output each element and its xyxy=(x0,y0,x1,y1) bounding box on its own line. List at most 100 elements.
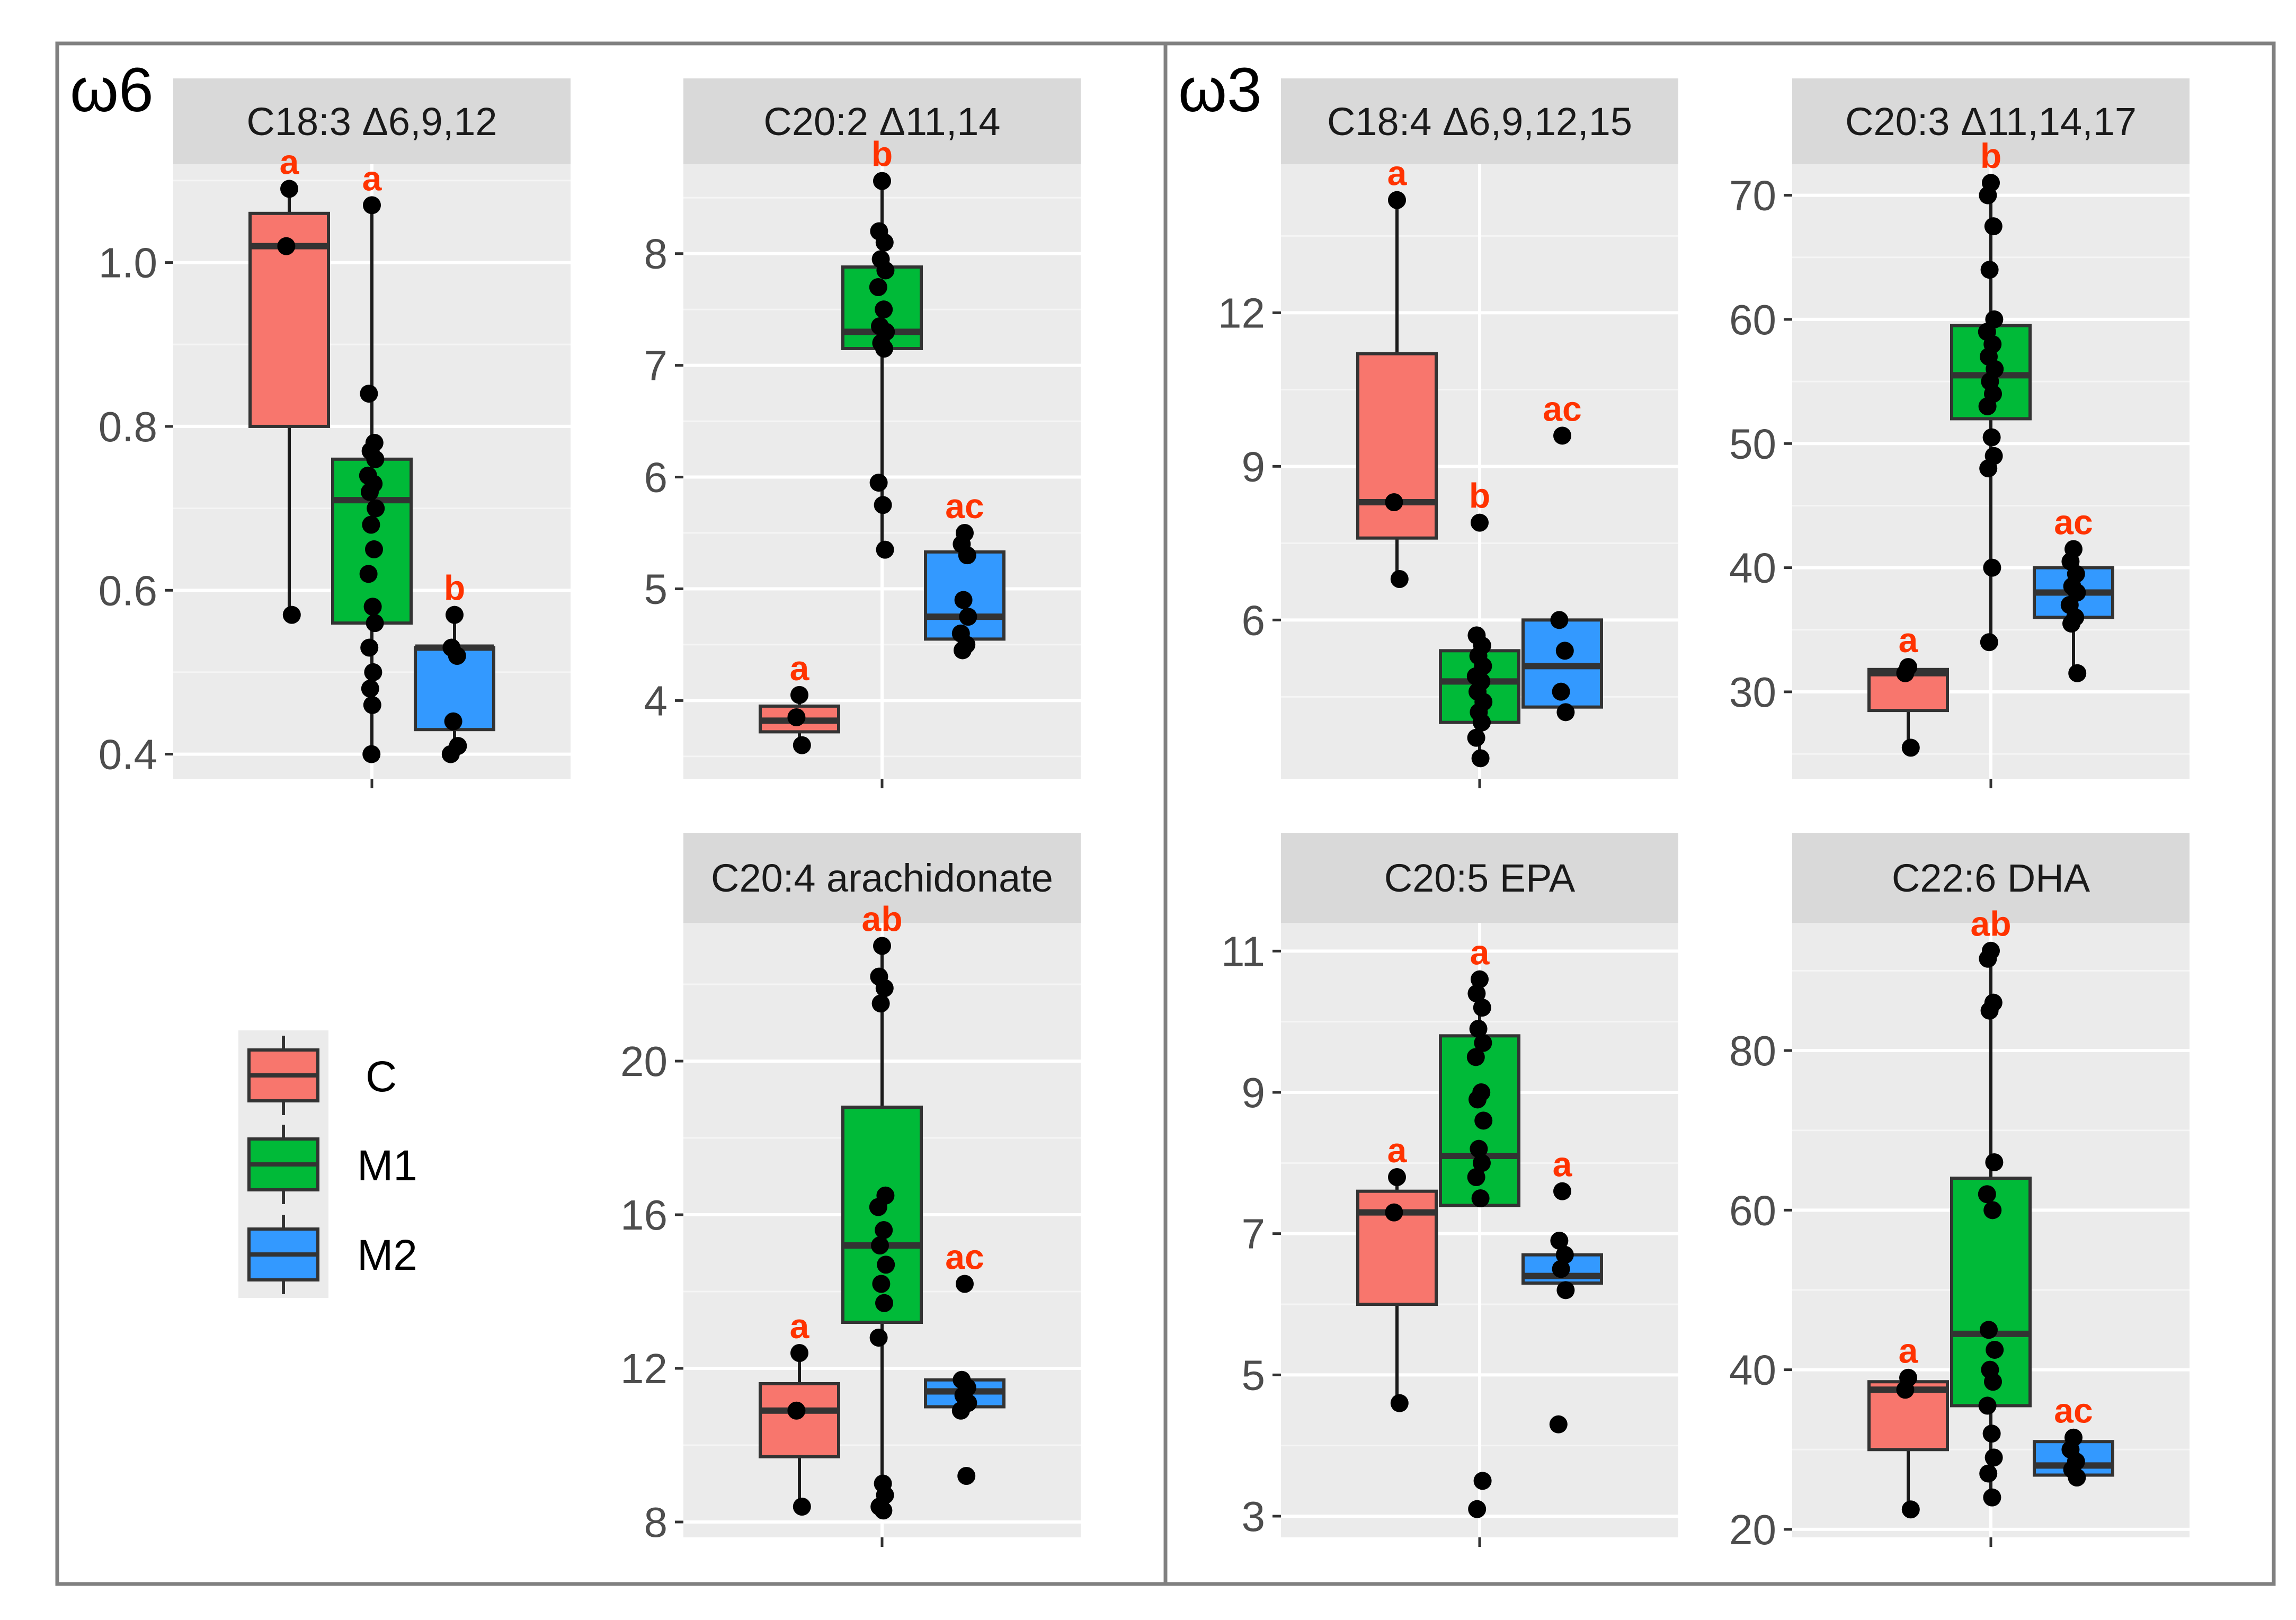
significance-letter: a xyxy=(790,648,810,688)
significance-letter: a xyxy=(1387,154,1408,193)
box-m2: ac xyxy=(924,1238,1005,1485)
facet-title: C20:5 EPA xyxy=(1384,856,1576,900)
y-tick-label: 40 xyxy=(1729,1347,1776,1394)
box-m1: b xyxy=(841,135,923,559)
data-point xyxy=(1468,1500,1487,1518)
data-point xyxy=(1467,984,1486,1003)
y-tick-label: 30 xyxy=(1729,669,1776,716)
data-point xyxy=(1388,191,1406,209)
legend: C M1 M2 xyxy=(238,1030,417,1298)
data-point xyxy=(954,641,972,660)
y-tick-label: 12 xyxy=(1218,289,1265,336)
facet-strip xyxy=(1281,833,1678,923)
data-point xyxy=(1985,1153,2004,1171)
significance-letter: a xyxy=(1553,1145,1573,1184)
box-m2: a xyxy=(1521,1145,1603,1434)
y-tick-label: 3 xyxy=(1242,1493,1266,1540)
data-point xyxy=(958,546,976,565)
box-m1: b xyxy=(1950,136,2032,652)
facet-panel-7: C22:6 DHA 20 40 60 80 a ab ac xyxy=(1729,833,2190,1553)
legend-label-m1: M1 xyxy=(357,1142,417,1190)
significance-letter: ac xyxy=(945,1238,984,1277)
significance-letter: b xyxy=(871,135,893,174)
data-point xyxy=(2068,1468,2086,1487)
box-m2: ac xyxy=(2033,1391,2114,1487)
data-point xyxy=(360,385,378,403)
facet-panel-6: C20:5 EPA 3 5 7 9 11 a a a xyxy=(1221,833,1678,1547)
facet-title: C20:3 Δ11,14,17 xyxy=(1845,100,2137,144)
data-point xyxy=(446,606,464,624)
data-point xyxy=(873,937,891,955)
data-point xyxy=(1469,1020,1488,1038)
y-tick-label: 40 xyxy=(1729,545,1776,592)
y-tick-label: 7 xyxy=(644,342,668,389)
data-point xyxy=(951,1401,970,1420)
data-point xyxy=(1555,642,1574,660)
data-point xyxy=(869,474,888,492)
data-point xyxy=(1556,1281,1575,1299)
data-point xyxy=(1901,738,1920,757)
y-tick-label: 80 xyxy=(1729,1027,1776,1074)
y-tick-label: 0.4 xyxy=(99,731,157,778)
data-point xyxy=(366,614,384,633)
data-point xyxy=(1474,1034,1492,1052)
data-point xyxy=(1471,1189,1490,1207)
box-body xyxy=(759,1382,840,1458)
data-point xyxy=(876,261,895,280)
y-tick-label: 0.6 xyxy=(99,567,157,614)
data-point xyxy=(1553,426,1571,445)
box-c: a xyxy=(1356,1131,1438,1412)
y-tick-label: 6 xyxy=(644,454,668,501)
data-point xyxy=(1390,570,1409,588)
facet-strip xyxy=(1792,833,2190,923)
data-point xyxy=(360,638,379,657)
data-point xyxy=(1473,1472,1492,1490)
y-tick-label: 70 xyxy=(1729,172,1776,219)
data-point xyxy=(1473,999,1491,1017)
data-point xyxy=(875,300,893,319)
data-point xyxy=(876,540,894,559)
data-point xyxy=(875,233,894,252)
facet-strip xyxy=(683,833,1081,923)
data-point xyxy=(1467,728,1485,747)
data-point xyxy=(1552,682,1570,701)
data-point xyxy=(877,1256,895,1274)
y-tick-label: 6 xyxy=(1242,597,1266,644)
facet-strip xyxy=(683,78,1081,164)
facet-title: C18:3 Δ6,9,12 xyxy=(246,100,497,144)
data-point xyxy=(869,1329,888,1347)
data-point xyxy=(874,496,892,514)
data-point xyxy=(875,340,893,358)
data-point xyxy=(1984,1448,2003,1467)
box-m1: a xyxy=(331,158,413,763)
data-point xyxy=(448,647,466,665)
data-point xyxy=(1553,1182,1571,1200)
data-point xyxy=(1896,1381,1915,1399)
data-point xyxy=(1986,1340,2004,1359)
data-point xyxy=(1978,397,1997,415)
facet-panel-5: C20:3 Δ11,14,17 30 40 50 60 70 a b ac xyxy=(1729,78,2190,788)
data-point xyxy=(365,540,383,558)
data-point xyxy=(364,663,382,681)
y-tick-label: 60 xyxy=(1729,296,1776,343)
data-point xyxy=(875,979,894,998)
data-point xyxy=(1979,1464,1998,1483)
data-point xyxy=(874,1501,893,1520)
facet-strip xyxy=(173,78,571,164)
data-point xyxy=(869,1198,887,1216)
significance-letter: ab xyxy=(861,900,902,939)
significance-letter: b xyxy=(1980,136,2001,175)
data-point xyxy=(361,679,379,698)
legend-key-c xyxy=(247,1036,319,1115)
data-point xyxy=(1466,1048,1485,1066)
data-point xyxy=(875,1221,893,1239)
data-point xyxy=(956,1275,974,1293)
facet-title: C18:4 Δ6,9,12,15 xyxy=(1327,100,1632,144)
box-m1: b xyxy=(1439,476,1520,768)
box-c: a xyxy=(1356,154,1438,588)
y-tick-label: 5 xyxy=(644,565,668,612)
data-point xyxy=(361,483,379,501)
data-point xyxy=(444,712,462,731)
box-m2: ac xyxy=(924,486,1005,660)
box-c: a xyxy=(759,1306,840,1516)
